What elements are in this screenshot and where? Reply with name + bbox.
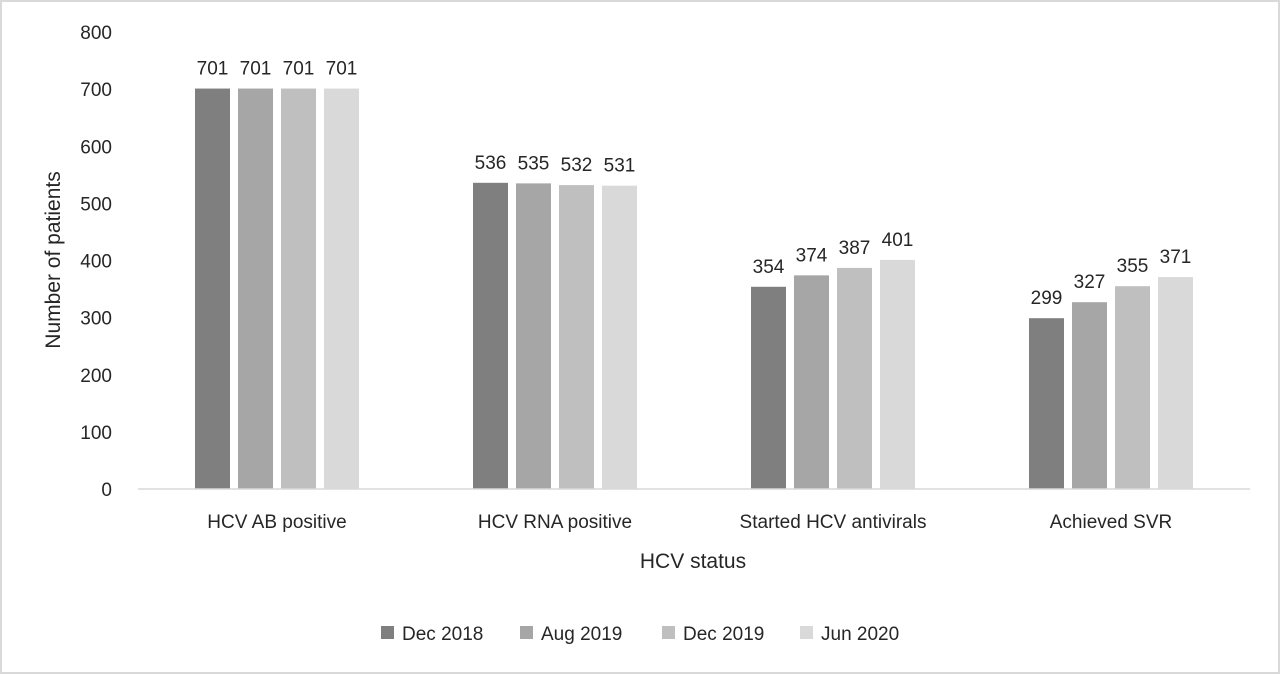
x-tick-label: HCV RNA positive — [478, 512, 632, 533]
bar — [516, 183, 551, 489]
data-label: 371 — [1160, 247, 1192, 268]
data-label: 531 — [604, 156, 636, 177]
bar — [195, 88, 230, 490]
bar — [602, 185, 637, 489]
data-label: 299 — [1031, 288, 1063, 309]
data-label: 401 — [882, 230, 914, 251]
y-tick-label: 700 — [80, 80, 112, 101]
x-axis-title: HCV status — [640, 550, 746, 573]
data-label: 701 — [197, 59, 229, 80]
y-tick-label: 100 — [80, 423, 112, 444]
data-label: 535 — [518, 153, 550, 174]
y-tick-label: 600 — [80, 137, 112, 158]
y-tick-label: 500 — [80, 194, 112, 215]
bar — [559, 185, 594, 489]
data-label: 701 — [326, 59, 358, 80]
legend-label: Dec 2019 — [683, 624, 764, 645]
bar — [837, 267, 872, 489]
y-tick-label: 200 — [80, 366, 112, 387]
bar — [281, 88, 316, 490]
legend: Dec 2018 Aug 2019 Dec 2019 Jun 2020 — [381, 624, 899, 645]
y-tick-label: 300 — [80, 309, 112, 330]
legend-swatch — [662, 626, 675, 639]
y-axis-ticks: 0 100 200 300 400 500 600 700 800 — [80, 23, 112, 501]
data-labels: 701 701 701 701 536 535 532 531 354 374 387 401 299 3… — [197, 59, 1192, 310]
bar — [1115, 286, 1150, 489]
data-label: 701 — [283, 59, 315, 80]
data-label: 355 — [1117, 256, 1149, 277]
bar — [238, 88, 273, 490]
data-label: 354 — [753, 257, 785, 278]
y-axis-title: Number of patients — [42, 171, 65, 348]
legend-label: Aug 2019 — [541, 624, 622, 645]
legend-label: Jun 2020 — [821, 624, 899, 645]
bar — [751, 286, 786, 489]
x-axis-category-labels: HCV AB positive HCV RNA positive Started H… — [207, 512, 1172, 533]
data-label: 536 — [475, 153, 507, 174]
data-label: 387 — [839, 238, 871, 259]
data-label: 701 — [240, 59, 272, 80]
bar — [1029, 318, 1064, 489]
y-tick-label: 400 — [80, 252, 112, 273]
bar-series — [195, 88, 1193, 490]
bar — [794, 275, 829, 489]
x-tick-label: Achieved SVR — [1050, 512, 1173, 533]
bar — [324, 88, 359, 490]
x-tick-label: HCV AB positive — [207, 512, 346, 533]
y-tick-label: 0 — [101, 480, 112, 501]
data-label: 374 — [796, 245, 828, 266]
bar — [880, 259, 915, 489]
data-label: 327 — [1074, 272, 1106, 293]
data-label: 532 — [561, 155, 593, 176]
legend-label: Dec 2018 — [402, 624, 483, 645]
bar — [1072, 302, 1107, 489]
y-tick-label: 800 — [80, 23, 112, 44]
legend-swatch — [520, 626, 533, 639]
x-tick-label: Started HCV antivirals — [740, 512, 927, 533]
bar — [1158, 277, 1193, 489]
legend-swatch — [800, 626, 813, 639]
legend-swatch — [381, 626, 394, 639]
bar — [473, 182, 508, 489]
